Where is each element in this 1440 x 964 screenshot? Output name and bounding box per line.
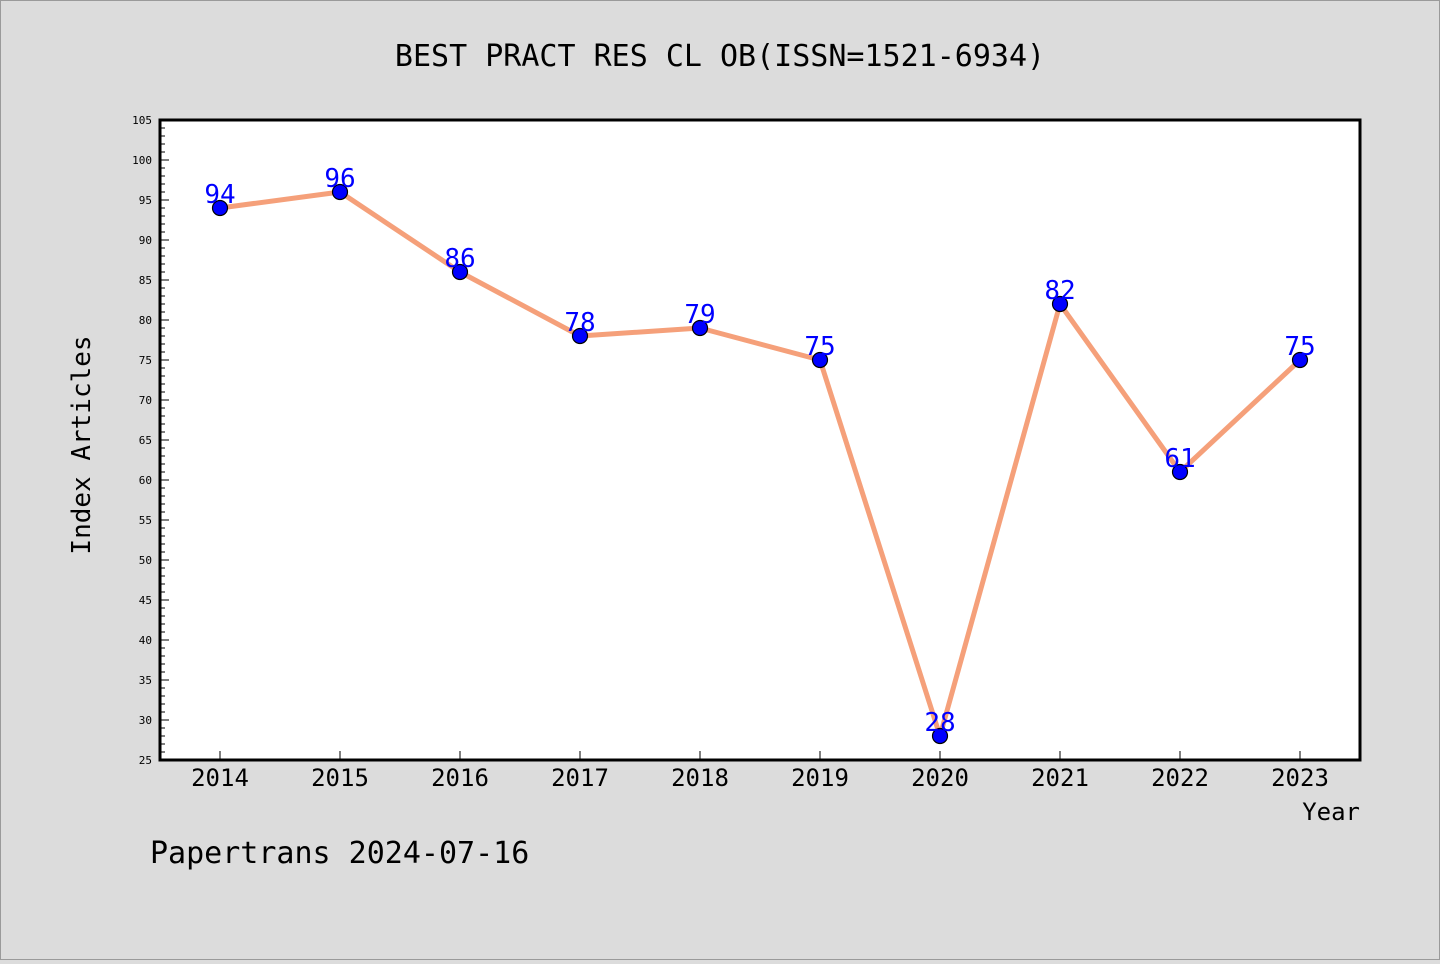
data-label: 61 [1164,444,1195,474]
data-label: 86 [444,244,475,274]
x-axis-label: Year [1302,798,1360,826]
data-point [931,727,949,745]
plot-border [158,118,1362,762]
data-point [1051,295,1069,313]
y-axis-label: Index Articles [67,335,97,554]
y-tick-label: 105 [132,114,152,127]
data-label: 78 [564,308,595,338]
data-point [211,199,229,217]
y-tick-label: 45 [139,594,152,607]
x-tick-label: 2014 [191,764,249,792]
y-tick-label: 55 [139,514,152,527]
series-layer: 94 96 86 78 79 75 28 82 61 75 [204,164,1316,745]
x-tick-label: 2022 [1151,764,1209,792]
x-tick-label: 2017 [551,764,609,792]
x-axis-ticks: 2014 2015 2016 2017 2018 2019 2020 2021 2022 2023 [191,751,1329,792]
y-tick-label: 60 [139,474,152,487]
y-tick-label: 65 [139,434,152,447]
data-point [331,183,349,201]
data-point [1171,463,1189,481]
data-label: 75 [1284,332,1315,362]
data-label: 75 [804,332,835,362]
data-label: 96 [324,164,355,194]
y-tick-label: 35 [139,674,152,687]
chart-title: BEST PRACT RES CL OB(ISSN=1521-6934) [395,39,1045,74]
data-point [691,319,709,337]
series-line [217,189,1303,739]
plot-area [160,120,1360,760]
y-tick-label: 95 [139,194,152,207]
data-point [571,327,589,345]
y-axis-ticks: 25 30 35 40 45 50 55 60 65 70 75 80 85 90 95 100 105 [132,114,169,767]
y-tick-label: 50 [139,554,152,567]
data-point [1291,351,1309,369]
data-point [811,351,829,369]
x-tick-label: 2016 [431,764,489,792]
data-label: 28 [924,708,955,738]
footer-watermark: Papertrans 2024-07-16 [150,836,529,871]
y-tick-label: 75 [139,354,152,367]
y-tick-label: 85 [139,274,152,287]
y-tick-label: 90 [139,234,152,247]
x-tick-label: 2018 [671,764,729,792]
x-tick-label: 2020 [911,764,969,792]
data-point [451,263,469,281]
x-tick-label: 2019 [791,764,849,792]
x-tick-label: 2015 [311,764,369,792]
y-tick-label: 80 [139,314,152,327]
y-tick-label: 40 [139,634,152,647]
x-tick-label: 2021 [1031,764,1089,792]
y-tick-label: 70 [139,394,152,407]
y-tick-label: 30 [139,714,152,727]
data-label: 82 [1044,276,1075,306]
data-label: 94 [204,180,235,210]
data-label: 79 [684,300,715,330]
y-tick-label: 25 [139,754,152,767]
y-tick-label: 100 [132,154,152,167]
x-tick-label: 2023 [1271,764,1329,792]
